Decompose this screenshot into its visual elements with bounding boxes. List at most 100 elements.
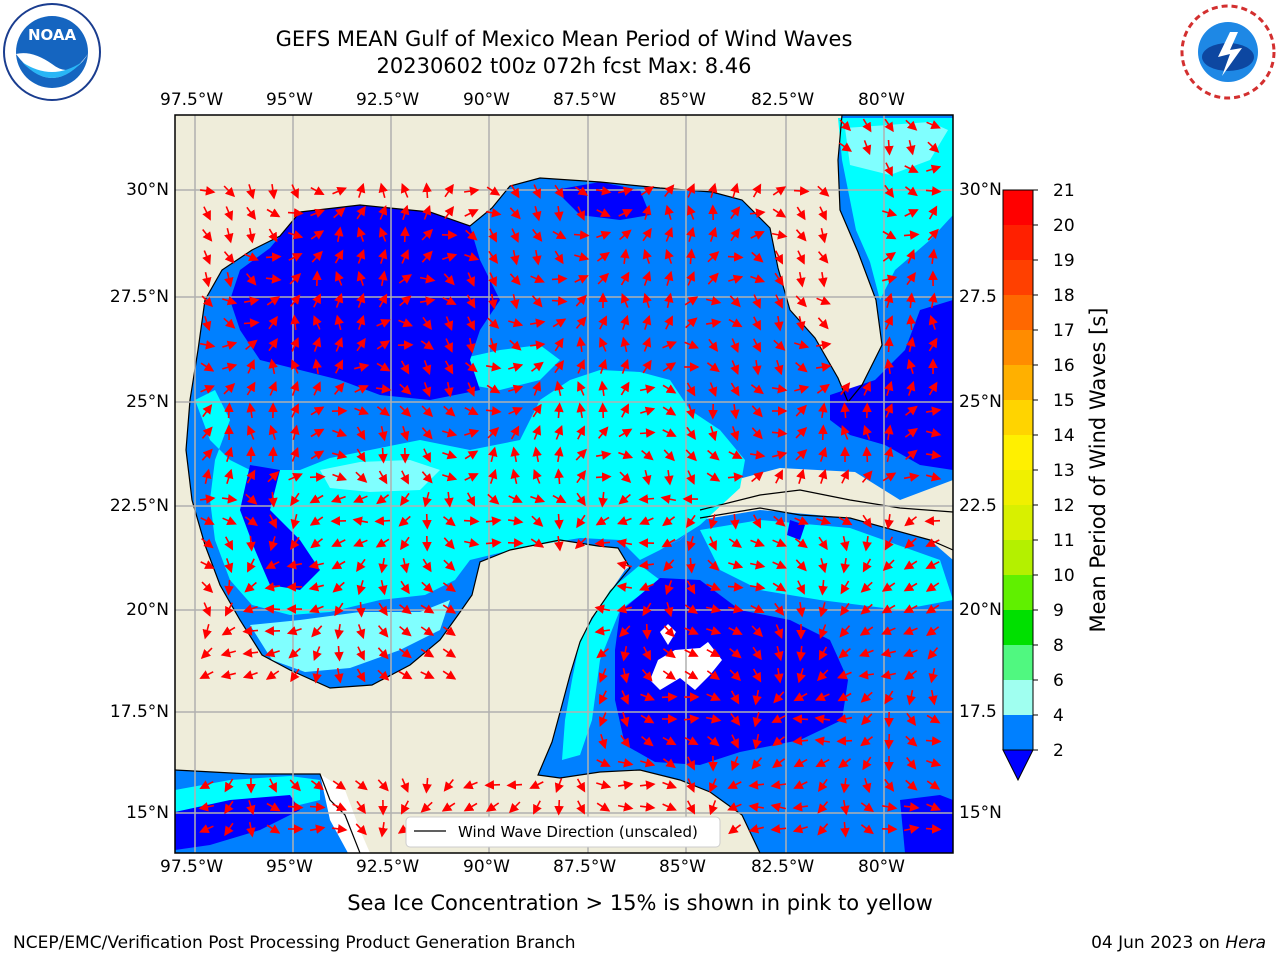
wind-wave-arrow: [509, 339, 522, 351]
wind-wave-arrow: [268, 514, 277, 529]
wind-wave-arrow: [243, 318, 260, 328]
wind-wave-arrow: [400, 470, 409, 485]
wind-wave-arrow: [554, 446, 564, 463]
wind-wave-arrow: [686, 580, 696, 595]
wind-wave-arrow: [620, 293, 630, 308]
wind-wave-arrow: [485, 208, 502, 218]
wind-wave-arrow: [289, 779, 301, 792]
wind-wave-arrow: [862, 558, 872, 573]
wind-wave-arrow: [422, 448, 431, 463]
wind-wave-arrow: [244, 581, 257, 593]
wind-wave-arrow: [686, 426, 696, 441]
wind-wave-arrow: [198, 802, 215, 812]
wind-wave-arrow: [246, 381, 256, 396]
wind-wave-arrow: [574, 186, 589, 196]
wind-wave-arrow: [356, 601, 366, 618]
wind-wave-arrow: [485, 516, 502, 526]
wind-wave-arrow: [442, 626, 456, 637]
wind-wave-arrow: [532, 469, 542, 484]
wind-wave-arrow: [836, 736, 853, 746]
wind-wave-arrow: [706, 604, 722, 614]
wind-wave-arrow: [664, 315, 673, 330]
wind-wave-arrow: [749, 450, 766, 460]
wind-wave-arrow: [554, 402, 564, 419]
wind-wave-arrow: [574, 537, 587, 550]
colorbar-tick-label: 2: [1053, 741, 1064, 761]
wind-wave-arrow: [618, 428, 633, 438]
wind-wave-arrow: [727, 802, 742, 812]
wind-wave-arrow: [840, 777, 850, 794]
wind-wave-arrow: [594, 604, 611, 614]
wind-wave-arrow: [420, 801, 433, 813]
wind-wave-arrow: [706, 472, 721, 482]
wind-wave-arrow: [224, 579, 234, 596]
wind-wave-arrow: [422, 360, 432, 376]
lon-label-bottom: 82.5°W: [751, 857, 815, 877]
wind-wave-arrow: [751, 757, 763, 770]
wind-wave-arrow: [796, 668, 806, 684]
wind-wave-arrow: [662, 516, 676, 527]
wind-wave-arrow: [860, 603, 873, 615]
wind-wave-arrow: [466, 294, 476, 309]
wind-wave-arrow: [794, 384, 810, 394]
wind-wave-arrow: [662, 736, 677, 746]
wind-wave-arrow: [818, 206, 827, 221]
wind-wave-arrow: [640, 802, 656, 812]
wind-wave-arrow: [838, 758, 852, 769]
colorbar-segment: [1003, 225, 1033, 261]
wind-wave-arrow: [464, 473, 479, 482]
wind-wave-arrow: [926, 164, 942, 174]
wind-wave-arrow: [310, 780, 324, 791]
wind-wave-arrow: [640, 406, 656, 416]
lat-label-left: 27.5°N: [109, 287, 169, 307]
colorbar-segment: [1003, 715, 1033, 751]
wind-wave-arrow: [332, 472, 347, 482]
wind-wave-arrow: [815, 692, 830, 701]
wind-wave-arrow: [223, 382, 236, 395]
wind-wave-arrow: [310, 230, 325, 240]
wind-wave-arrow: [751, 251, 764, 263]
wind-wave-arrow: [750, 384, 764, 395]
wind-wave-arrow: [443, 537, 455, 550]
wind-wave-arrow: [840, 425, 850, 440]
wind-wave-arrow: [616, 538, 633, 548]
wind-wave-arrow: [662, 802, 677, 811]
wind-wave-arrow: [884, 162, 893, 177]
wind-wave-arrow: [708, 426, 718, 442]
wind-wave-arrow: [618, 493, 631, 505]
wind-wave-arrow: [796, 468, 806, 484]
lat-label-right: 17.5: [959, 702, 997, 722]
wind-wave-arrow: [795, 426, 808, 439]
wind-wave-arrow: [683, 714, 700, 724]
wind-wave-arrow: [686, 404, 696, 420]
wind-wave-arrow: [286, 560, 303, 570]
wind-wave-arrow: [552, 230, 567, 240]
wind-wave-arrow: [752, 359, 762, 376]
lat-label-right: 20°N: [959, 600, 1002, 620]
wind-wave-arrow: [730, 206, 741, 220]
wind-wave-arrow: [224, 228, 234, 244]
wind-wave-arrow: [510, 446, 520, 463]
wind-wave-arrow: [639, 516, 654, 525]
wind-wave-arrow: [818, 646, 828, 661]
wind-wave-arrow: [773, 339, 786, 351]
wind-wave-arrow: [839, 625, 851, 638]
wind-wave-arrow: [796, 250, 805, 265]
wind-wave-arrow: [749, 582, 766, 592]
wind-wave-arrow: [444, 360, 454, 375]
wind-wave-arrow: [332, 186, 347, 196]
wind-wave-arrow: [817, 317, 829, 330]
wind-wave-arrow: [837, 692, 852, 702]
wind-wave-arrow: [707, 559, 720, 571]
wind-wave-arrow: [442, 428, 458, 438]
wind-wave-arrow: [903, 626, 918, 636]
wind-wave-arrow: [619, 229, 632, 241]
wind-wave-arrow: [222, 362, 238, 372]
wind-wave-arrow: [245, 493, 258, 505]
wind-wave-arrow: [818, 558, 828, 574]
colorbar-segment: [1003, 260, 1033, 296]
wind-wave-arrow: [463, 802, 478, 812]
wind-wave-arrow: [356, 800, 366, 815]
wind-wave-arrow: [730, 712, 741, 726]
wind-wave-arrow: [422, 316, 432, 331]
